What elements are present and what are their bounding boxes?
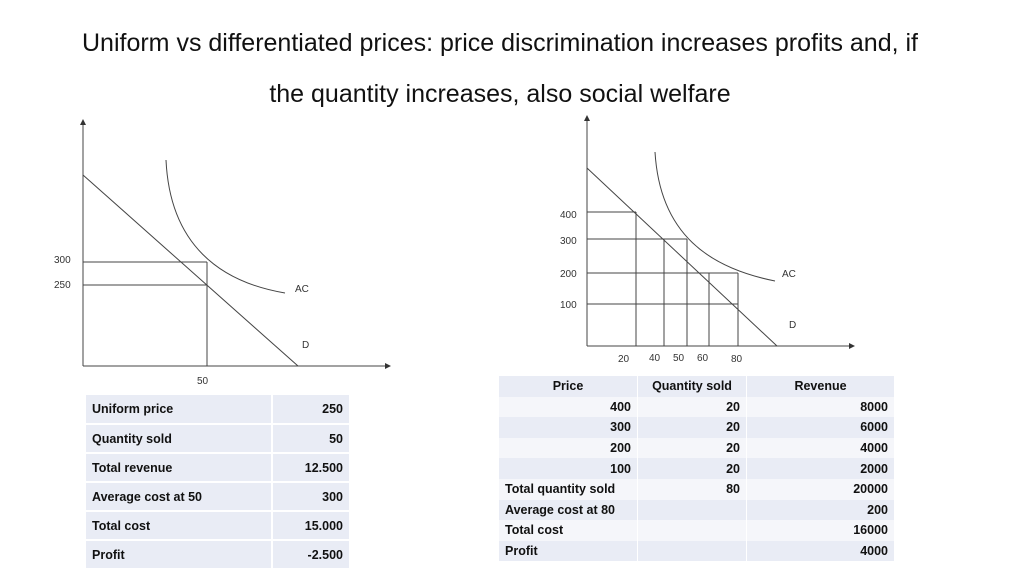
- left-x-label-50: 50: [197, 376, 209, 387]
- cell: 20000: [746, 478, 894, 500]
- cell: Profit: [498, 540, 638, 562]
- cell: 8000: [746, 396, 894, 418]
- cell: 400: [498, 396, 638, 418]
- right-x-label-60: 60: [697, 353, 709, 364]
- right-y-label-300: 300: [560, 236, 577, 247]
- right-y-label-400: 400: [560, 210, 577, 221]
- row-value: 250: [270, 395, 349, 425]
- table-header-row: Price Quantity sold Revenue: [498, 376, 894, 397]
- cell: 2000: [746, 458, 894, 479]
- right-y-label-200: 200: [560, 269, 577, 280]
- table-row: Average cost at 80 200: [498, 499, 894, 521]
- row-value: 300: [270, 482, 349, 512]
- table-row: Total quantity sold 80 20000: [498, 478, 894, 500]
- table-row: 200 20 4000: [498, 437, 894, 459]
- cell: 16000: [746, 520, 894, 541]
- left-y-label-300: 300: [54, 255, 71, 266]
- right-x-label-20: 20: [618, 354, 630, 365]
- table-row: Profit 4000: [498, 540, 894, 562]
- row-value: -2.500: [270, 540, 349, 570]
- row-label: Uniform price: [86, 395, 272, 425]
- row-label: Quantity sold: [86, 424, 272, 454]
- cell: 20: [637, 417, 747, 438]
- right-x-label-50: 50: [673, 353, 685, 364]
- title-line-1: Uniform vs differentiated prices: price …: [82, 29, 918, 57]
- row-label: Average cost at 50: [86, 482, 272, 512]
- left-diagram: [80, 119, 391, 369]
- left-y-label-250: 250: [54, 280, 71, 291]
- row-value: 12.500: [270, 453, 349, 483]
- right-ac-curve: [654, 151, 776, 282]
- table-row: Total cost 15.000: [86, 511, 349, 541]
- right-y-label-100: 100: [560, 300, 577, 311]
- cell: [637, 520, 747, 541]
- right-ac-label: AC: [782, 269, 796, 280]
- table-row: Profit -2.500: [86, 540, 349, 570]
- cell: Total cost: [498, 520, 638, 541]
- cell: 20: [637, 437, 747, 459]
- right-diagram: [584, 115, 855, 349]
- page-title: Uniform vs differentiated prices: price …: [0, 18, 1000, 120]
- left-demand-line: [82, 174, 299, 367]
- table-row: Average cost at 50 300: [86, 482, 349, 512]
- right-x-label-40: 40: [649, 353, 661, 364]
- header-price: Price: [498, 376, 638, 397]
- cell: 20: [637, 396, 747, 418]
- left-ac-label: AC: [295, 284, 309, 295]
- cell: [637, 540, 747, 562]
- row-label: Total revenue: [86, 453, 272, 483]
- header-quantity: Quantity sold: [637, 376, 747, 397]
- cell: Total quantity sold: [498, 478, 638, 500]
- cell: 200: [498, 437, 638, 459]
- table-row: 400 20 8000: [498, 396, 894, 418]
- row-value: 50: [270, 424, 349, 454]
- right-demand-line: [586, 167, 778, 347]
- table-row: Total revenue 12.500: [86, 453, 349, 483]
- cell: [637, 499, 747, 521]
- left-d-label: D: [302, 340, 309, 351]
- row-label: Profit: [86, 540, 272, 570]
- header-revenue: Revenue: [746, 376, 894, 397]
- right-x-label-80: 80: [731, 354, 743, 365]
- cell: 300: [498, 417, 638, 438]
- left-ac-curve: [165, 159, 286, 294]
- row-value: 15.000: [270, 511, 349, 541]
- title-line-2: the quantity increases, also social welf…: [269, 80, 731, 108]
- cell: 4000: [746, 540, 894, 562]
- table-row: 300 20 6000: [498, 417, 894, 438]
- cell: 200: [746, 499, 894, 521]
- cell: Average cost at 80: [498, 499, 638, 521]
- table-row: Uniform price 250: [86, 395, 349, 425]
- table-row: Total cost 16000: [498, 520, 894, 541]
- cell: 100: [498, 458, 638, 479]
- uniform-price-table: Uniform price 250 Quantity sold 50 Total…: [86, 395, 349, 570]
- table-row: 100 20 2000: [498, 458, 894, 479]
- cell: 20: [637, 458, 747, 479]
- cell: 6000: [746, 417, 894, 438]
- table-row: Quantity sold 50: [86, 424, 349, 454]
- row-label: Total cost: [86, 511, 272, 541]
- right-d-label: D: [789, 320, 796, 331]
- cell: 80: [637, 478, 747, 500]
- discrimination-table: Price Quantity sold Revenue 400 20 8000 …: [498, 376, 894, 562]
- cell: 4000: [746, 437, 894, 459]
